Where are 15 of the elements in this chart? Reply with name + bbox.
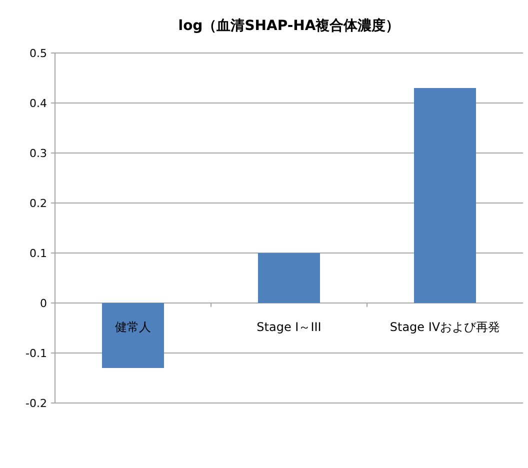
bar [258,253,320,303]
y-tick-label: 0.2 [30,197,47,210]
y-tick-label: 0.3 [30,147,47,160]
x-tick-label: Stage I～III [256,320,322,334]
x-tick-label: 健常人 [115,320,151,334]
y-tick-label: -0.1 [26,347,47,360]
y-tick-label: 0.4 [30,97,47,110]
chart-title: log（血清SHAP-HA複合体濃度） [178,17,400,34]
bar [414,88,476,303]
y-tick-label: 0.5 [30,47,47,60]
x-tick-label: Stage IVおよび再発 [390,320,500,334]
y-tick-label: 0.1 [30,247,47,260]
y-tick-label: 0 [40,297,47,310]
bar [102,303,164,368]
y-tick-label: -0.2 [26,397,47,410]
